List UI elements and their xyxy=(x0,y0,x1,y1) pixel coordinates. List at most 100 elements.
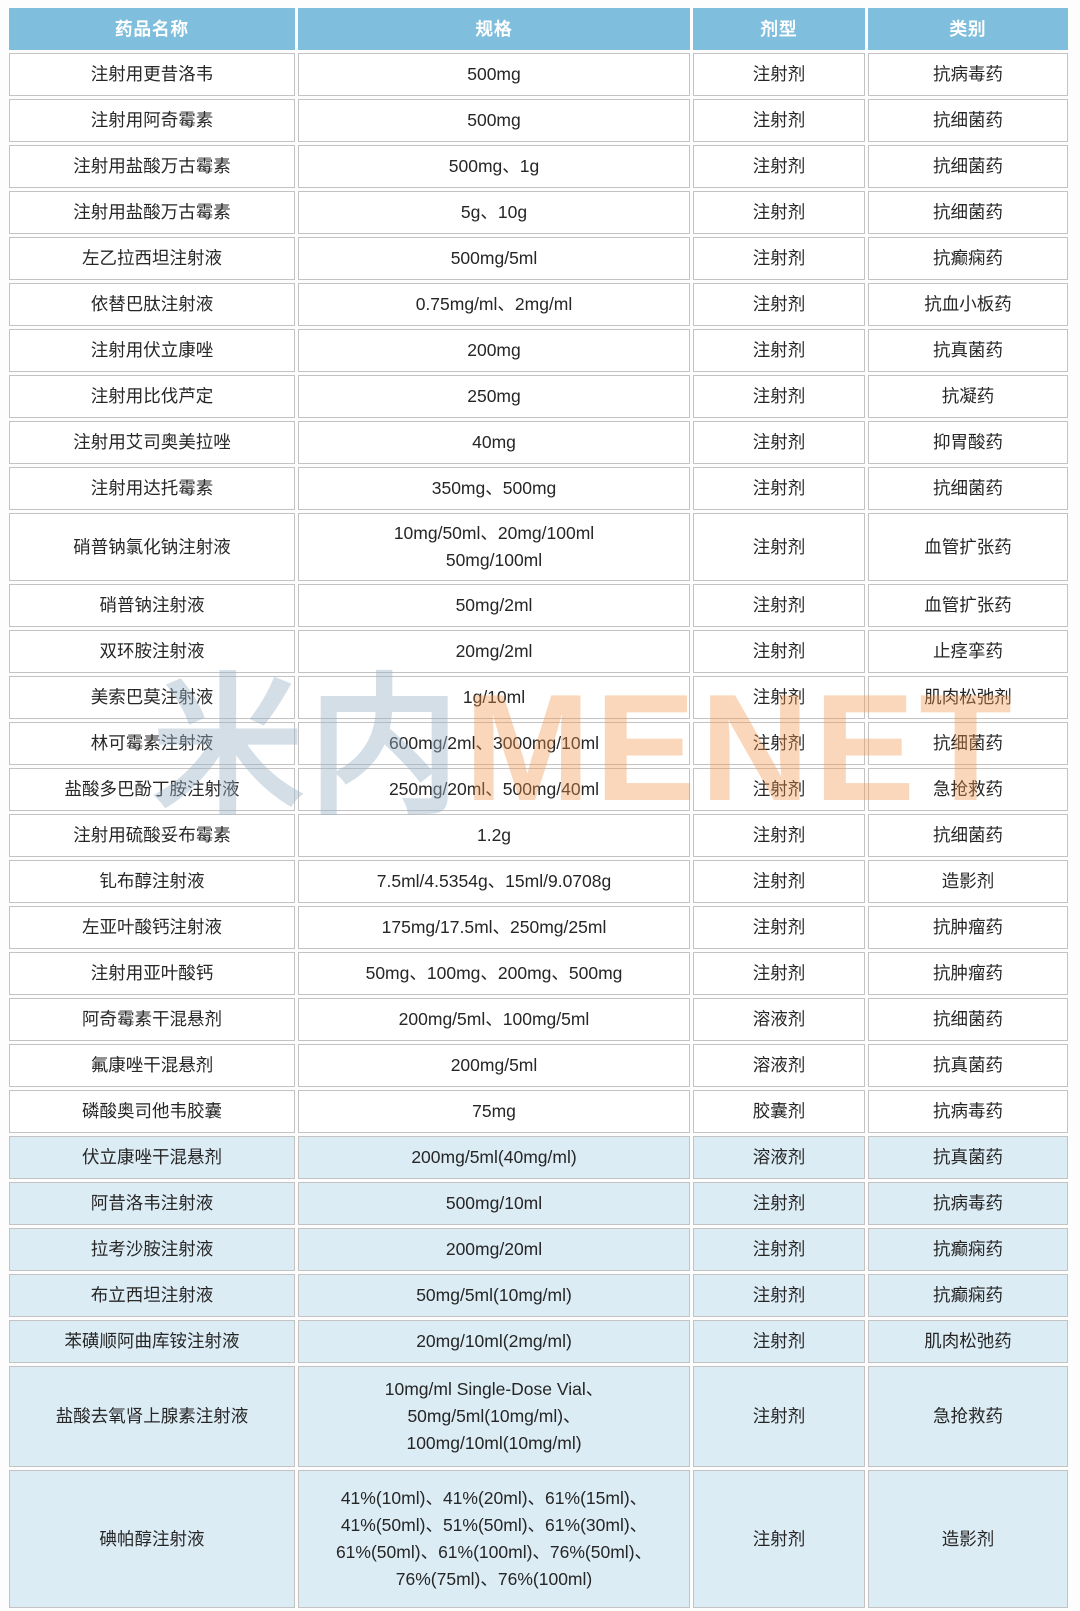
table-row: 硝普钠氯化钠注射液 10mg/50ml、20mg/100ml 50mg/100m… xyxy=(9,513,1068,581)
spec-cell: 50mg/5ml(10mg/ml) xyxy=(298,1274,690,1317)
drug-name-cell: 依替巴肽注射液 xyxy=(9,283,295,326)
spec-cell: 600mg/2ml、3000mg/10ml xyxy=(298,722,690,765)
table-row: 苯磺顺阿曲库铵注射液 20mg/10ml(2mg/ml) 注射剂 肌肉松弛药 xyxy=(9,1320,1068,1363)
spec-cell: 500mg xyxy=(298,53,690,96)
spec-cell: 50mg/2ml xyxy=(298,584,690,627)
drug-name-cell: 双环胺注射液 xyxy=(9,630,295,673)
drug-name-cell: 磷酸奥司他韦胶囊 xyxy=(9,1090,295,1133)
form-cell: 注射剂 xyxy=(693,283,865,326)
table-row: 美索巴莫注射液 1g/10ml 注射剂 肌肉松弛剂 xyxy=(9,676,1068,719)
category-cell: 抗细菌药 xyxy=(868,814,1068,857)
spec-cell: 1.2g xyxy=(298,814,690,857)
drug-name-cell: 拉考沙胺注射液 xyxy=(9,1228,295,1271)
spec-cell: 200mg/5ml xyxy=(298,1044,690,1087)
category-cell: 造影剂 xyxy=(868,860,1068,903)
drug-name-cell: 阿奇霉素干混悬剂 xyxy=(9,998,295,1041)
table-row: 阿奇霉素干混悬剂 200mg/5ml、100mg/5ml 溶液剂 抗细菌药 xyxy=(9,998,1068,1041)
drug-name-cell: 注射用盐酸万古霉素 xyxy=(9,145,295,188)
column-header-form: 剂型 xyxy=(693,8,865,50)
drug-name-cell: 伏立康唑干混悬剂 xyxy=(9,1136,295,1179)
table-row: 依替巴肽注射液 0.75mg/ml、2mg/ml 注射剂 抗血小板药 xyxy=(9,283,1068,326)
drug-table: 药品名称 规格 剂型 类别 注射用更昔洛韦 500mg 注射剂 抗病毒药 注射用… xyxy=(6,5,1071,1611)
table-row: 左乙拉西坦注射液 500mg/5ml 注射剂 抗癫痫药 xyxy=(9,237,1068,280)
spec-cell: 500mg xyxy=(298,99,690,142)
form-cell: 注射剂 xyxy=(693,99,865,142)
drug-name-cell: 氟康唑干混悬剂 xyxy=(9,1044,295,1087)
drug-name-cell: 美索巴莫注射液 xyxy=(9,676,295,719)
table-row: 注射用达托霉素 350mg、500mg 注射剂 抗细菌药 xyxy=(9,467,1068,510)
category-cell: 抗细菌药 xyxy=(868,998,1068,1041)
drug-name-cell: 林可霉素注射液 xyxy=(9,722,295,765)
category-cell: 抗肿瘤药 xyxy=(868,952,1068,995)
form-cell: 注射剂 xyxy=(693,768,865,811)
table-row: 注射用艾司奥美拉唑 40mg 注射剂 抑胃酸药 xyxy=(9,421,1068,464)
table-row: 盐酸去氧肾上腺素注射液 10mg/ml Single-Dose Vial、 50… xyxy=(9,1366,1068,1467)
drug-name-cell: 盐酸去氧肾上腺素注射液 xyxy=(9,1366,295,1467)
table-row: 拉考沙胺注射液 200mg/20ml 注射剂 抗癫痫药 xyxy=(9,1228,1068,1271)
form-cell: 注射剂 xyxy=(693,53,865,96)
table-body: 注射用更昔洛韦 500mg 注射剂 抗病毒药 注射用阿奇霉素 500mg 注射剂… xyxy=(9,53,1068,1608)
spec-cell: 200mg/5ml(40mg/ml) xyxy=(298,1136,690,1179)
category-cell: 抗病毒药 xyxy=(868,1090,1068,1133)
table-row: 左亚叶酸钙注射液 175mg/17.5ml、250mg/25ml 注射剂 抗肿瘤… xyxy=(9,906,1068,949)
category-cell: 抗真菌药 xyxy=(868,1044,1068,1087)
category-cell: 血管扩张药 xyxy=(868,584,1068,627)
category-cell: 造影剂 xyxy=(868,1470,1068,1608)
drug-name-cell: 硝普钠注射液 xyxy=(9,584,295,627)
table-header-row: 药品名称 规格 剂型 类别 xyxy=(9,8,1068,50)
table-row: 硝普钠注射液 50mg/2ml 注射剂 血管扩张药 xyxy=(9,584,1068,627)
spec-cell: 50mg、100mg、200mg、500mg xyxy=(298,952,690,995)
drug-name-cell: 盐酸多巴酚丁胺注射液 xyxy=(9,768,295,811)
table-row: 林可霉素注射液 600mg/2ml、3000mg/10ml 注射剂 抗细菌药 xyxy=(9,722,1068,765)
table-row: 注射用更昔洛韦 500mg 注射剂 抗病毒药 xyxy=(9,53,1068,96)
form-cell: 注射剂 xyxy=(693,906,865,949)
category-cell: 抗肿瘤药 xyxy=(868,906,1068,949)
form-cell: 注射剂 xyxy=(693,952,865,995)
form-cell: 注射剂 xyxy=(693,191,865,234)
table-row: 盐酸多巴酚丁胺注射液 250mg/20ml、500mg/40ml 注射剂 急抢救… xyxy=(9,768,1068,811)
drug-name-cell: 钆布醇注射液 xyxy=(9,860,295,903)
form-cell: 溶液剂 xyxy=(693,1136,865,1179)
spec-cell: 40mg xyxy=(298,421,690,464)
spec-cell: 500mg/5ml xyxy=(298,237,690,280)
category-cell: 抗血小板药 xyxy=(868,283,1068,326)
form-cell: 注射剂 xyxy=(693,467,865,510)
drug-name-cell: 注射用达托霉素 xyxy=(9,467,295,510)
table-row: 阿昔洛韦注射液 500mg/10ml 注射剂 抗病毒药 xyxy=(9,1182,1068,1225)
table-row: 布立西坦注射液 50mg/5ml(10mg/ml) 注射剂 抗癫痫药 xyxy=(9,1274,1068,1317)
table-row: 碘帕醇注射液 41%(10ml)、41%(20ml)、61%(15ml)、 41… xyxy=(9,1470,1068,1608)
form-cell: 注射剂 xyxy=(693,1228,865,1271)
category-cell: 抗细菌药 xyxy=(868,722,1068,765)
category-cell: 抗凝药 xyxy=(868,375,1068,418)
category-cell: 抗癫痫药 xyxy=(868,1274,1068,1317)
category-cell: 抗病毒药 xyxy=(868,1182,1068,1225)
form-cell: 注射剂 xyxy=(693,676,865,719)
drug-name-cell: 硝普钠氯化钠注射液 xyxy=(9,513,295,581)
table-row: 注射用伏立康唑 200mg 注射剂 抗真菌药 xyxy=(9,329,1068,372)
category-cell: 肌肉松弛药 xyxy=(868,1320,1068,1363)
form-cell: 注射剂 xyxy=(693,421,865,464)
spec-cell: 10mg/50ml、20mg/100ml 50mg/100ml xyxy=(298,513,690,581)
table-row: 双环胺注射液 20mg/2ml 注射剂 止痉挛药 xyxy=(9,630,1068,673)
spec-cell: 5g、10g xyxy=(298,191,690,234)
form-cell: 注射剂 xyxy=(693,237,865,280)
table-row: 注射用盐酸万古霉素 500mg、1g 注射剂 抗细菌药 xyxy=(9,145,1068,188)
form-cell: 注射剂 xyxy=(693,145,865,188)
form-cell: 溶液剂 xyxy=(693,998,865,1041)
spec-cell: 1g/10ml xyxy=(298,676,690,719)
spec-cell: 20mg/10ml(2mg/ml) xyxy=(298,1320,690,1363)
drug-name-cell: 注射用比伐芦定 xyxy=(9,375,295,418)
category-cell: 抗病毒药 xyxy=(868,53,1068,96)
spec-cell: 500mg、1g xyxy=(298,145,690,188)
category-cell: 抗真菌药 xyxy=(868,1136,1068,1179)
column-header-category: 类别 xyxy=(868,8,1068,50)
category-cell: 止痉挛药 xyxy=(868,630,1068,673)
drug-name-cell: 注射用更昔洛韦 xyxy=(9,53,295,96)
table-row: 磷酸奥司他韦胶囊 75mg 胶囊剂 抗病毒药 xyxy=(9,1090,1068,1133)
table-row: 注射用亚叶酸钙 50mg、100mg、200mg、500mg 注射剂 抗肿瘤药 xyxy=(9,952,1068,995)
spec-cell: 250mg xyxy=(298,375,690,418)
column-header-spec: 规格 xyxy=(298,8,690,50)
table-row: 注射用硫酸妥布霉素 1.2g 注射剂 抗细菌药 xyxy=(9,814,1068,857)
spec-cell: 75mg xyxy=(298,1090,690,1133)
spec-cell: 175mg/17.5ml、250mg/25ml xyxy=(298,906,690,949)
